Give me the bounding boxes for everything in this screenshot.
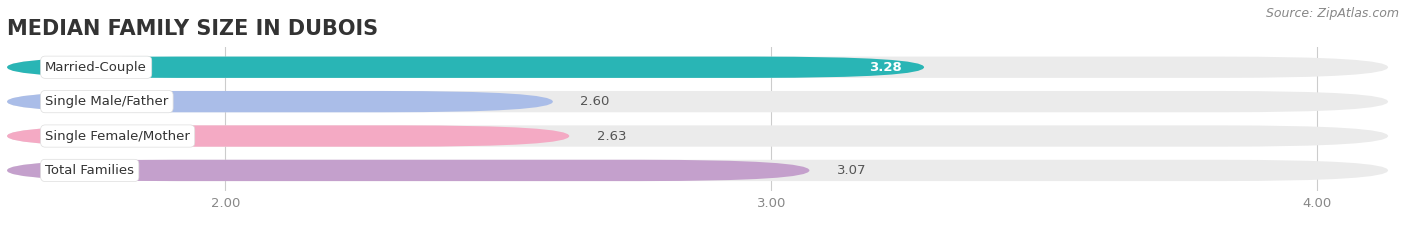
Text: MEDIAN FAMILY SIZE IN DUBOIS: MEDIAN FAMILY SIZE IN DUBOIS: [7, 20, 378, 39]
Text: Married-Couple: Married-Couple: [45, 61, 148, 74]
Text: Single Female/Mother: Single Female/Mother: [45, 130, 190, 143]
Text: 3.28: 3.28: [869, 61, 903, 74]
Text: Single Male/Father: Single Male/Father: [45, 95, 169, 108]
FancyBboxPatch shape: [7, 57, 1388, 78]
FancyBboxPatch shape: [7, 91, 553, 112]
FancyBboxPatch shape: [7, 125, 569, 147]
FancyBboxPatch shape: [7, 91, 1388, 112]
FancyBboxPatch shape: [7, 160, 810, 181]
Text: Total Families: Total Families: [45, 164, 134, 177]
Text: 3.07: 3.07: [837, 164, 866, 177]
Text: 2.60: 2.60: [581, 95, 610, 108]
Text: Source: ZipAtlas.com: Source: ZipAtlas.com: [1265, 7, 1399, 20]
FancyBboxPatch shape: [7, 160, 1388, 181]
FancyBboxPatch shape: [7, 57, 924, 78]
FancyBboxPatch shape: [7, 125, 1388, 147]
Text: 2.63: 2.63: [596, 130, 626, 143]
